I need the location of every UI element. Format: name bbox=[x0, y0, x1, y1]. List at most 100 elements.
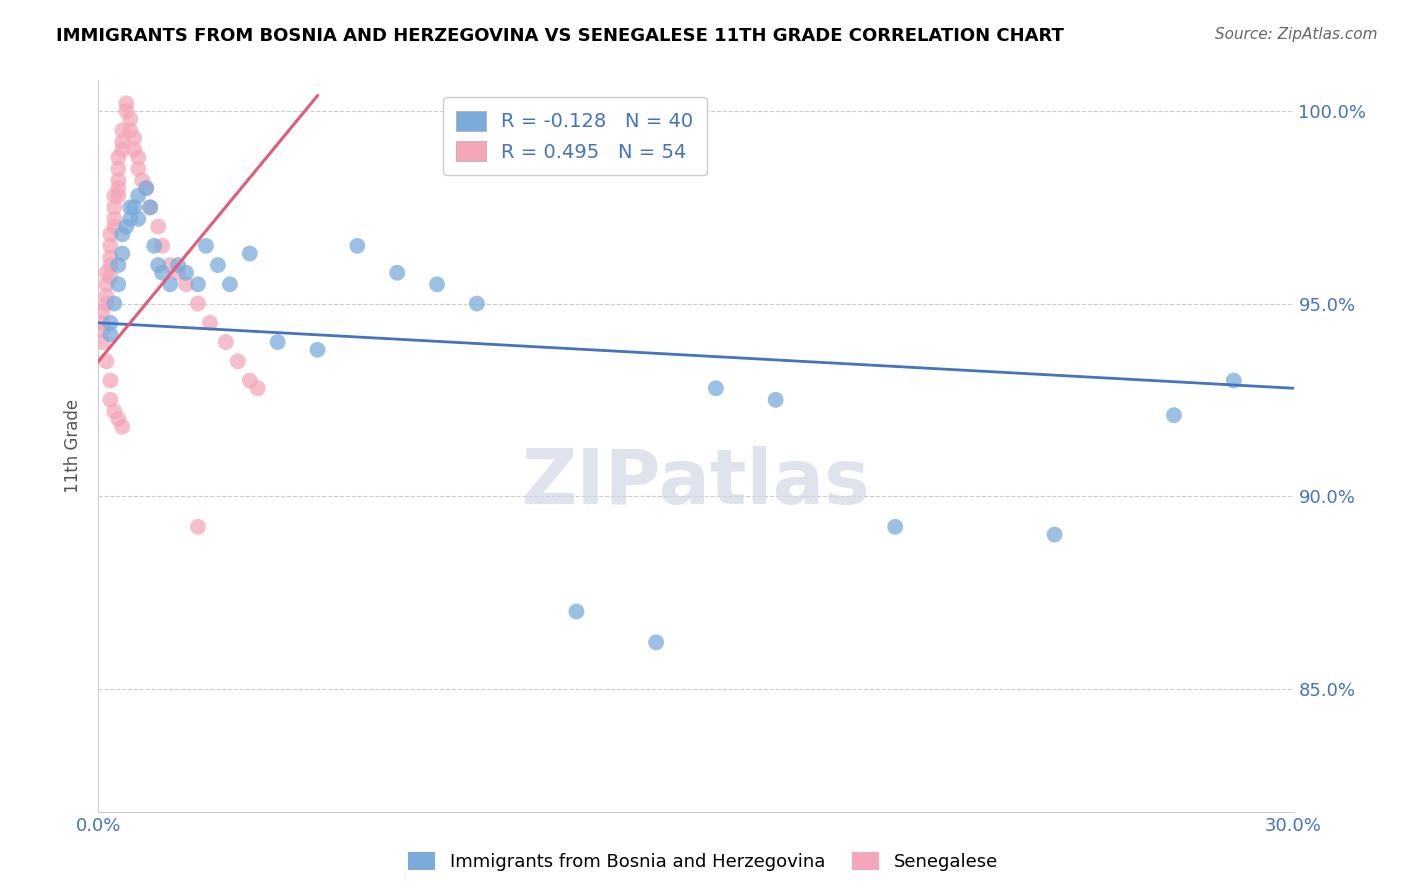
Point bbox=[98, 316, 122, 330]
Point bbox=[226, 354, 249, 368]
Point bbox=[150, 239, 173, 253]
Point bbox=[167, 258, 190, 272]
Point bbox=[98, 239, 122, 253]
Point bbox=[103, 404, 125, 418]
Point bbox=[103, 211, 125, 226]
Point bbox=[103, 200, 125, 214]
Point bbox=[96, 296, 118, 310]
Point bbox=[96, 277, 118, 292]
Point bbox=[98, 374, 122, 388]
Point bbox=[150, 266, 173, 280]
Point bbox=[174, 277, 197, 292]
Point bbox=[135, 181, 157, 195]
Point bbox=[135, 181, 157, 195]
Point bbox=[124, 200, 146, 214]
Point bbox=[765, 392, 787, 407]
Point bbox=[107, 412, 129, 426]
Point bbox=[107, 181, 129, 195]
Point bbox=[246, 381, 269, 395]
Point bbox=[120, 211, 142, 226]
Point bbox=[111, 135, 134, 149]
Point bbox=[1223, 374, 1246, 388]
Point bbox=[115, 96, 138, 111]
Point bbox=[120, 200, 142, 214]
Point bbox=[111, 123, 134, 137]
Point bbox=[115, 104, 138, 119]
Point bbox=[91, 334, 114, 349]
Point bbox=[143, 239, 166, 253]
Point bbox=[98, 392, 122, 407]
Text: IMMIGRANTS FROM BOSNIA AND HERZEGOVINA VS SENEGALESE 11TH GRADE CORRELATION CHAR: IMMIGRANTS FROM BOSNIA AND HERZEGOVINA V… bbox=[56, 27, 1064, 45]
Point bbox=[187, 296, 209, 310]
Point bbox=[103, 296, 125, 310]
Text: Source: ZipAtlas.com: Source: ZipAtlas.com bbox=[1215, 27, 1378, 42]
Point bbox=[239, 246, 262, 260]
Point bbox=[115, 219, 138, 234]
Point bbox=[565, 605, 588, 619]
Y-axis label: 11th Grade: 11th Grade bbox=[65, 399, 83, 493]
Point bbox=[120, 123, 142, 137]
Point bbox=[465, 296, 488, 310]
Point bbox=[103, 188, 125, 202]
Point bbox=[159, 277, 181, 292]
Point bbox=[98, 251, 122, 265]
Point bbox=[111, 143, 134, 157]
Point bbox=[107, 258, 129, 272]
Point bbox=[195, 239, 218, 253]
Point bbox=[120, 112, 142, 126]
Point bbox=[174, 266, 197, 280]
Point bbox=[219, 277, 242, 292]
Point bbox=[346, 239, 368, 253]
Point bbox=[148, 258, 170, 272]
Point bbox=[198, 316, 221, 330]
Point bbox=[127, 211, 149, 226]
Point bbox=[107, 277, 129, 292]
Point bbox=[127, 161, 149, 176]
Point bbox=[98, 269, 122, 284]
Point bbox=[98, 227, 122, 242]
Point bbox=[704, 381, 727, 395]
Point bbox=[91, 304, 114, 318]
Point bbox=[127, 150, 149, 164]
Point bbox=[139, 200, 162, 214]
Legend: R = -0.128   N = 40, R = 0.495   N = 54: R = -0.128 N = 40, R = 0.495 N = 54 bbox=[443, 97, 707, 176]
Text: ZIPatlas: ZIPatlas bbox=[522, 446, 870, 519]
Point bbox=[91, 324, 114, 338]
Point bbox=[107, 188, 129, 202]
Point bbox=[124, 131, 146, 145]
Point bbox=[107, 173, 129, 187]
Point bbox=[1163, 408, 1185, 422]
Point bbox=[645, 635, 668, 649]
Point bbox=[239, 374, 262, 388]
Point bbox=[267, 334, 290, 349]
Point bbox=[131, 173, 153, 187]
Point bbox=[96, 266, 118, 280]
Point bbox=[148, 219, 170, 234]
Point bbox=[127, 188, 149, 202]
Point bbox=[98, 258, 122, 272]
Point bbox=[426, 277, 449, 292]
Point bbox=[139, 200, 162, 214]
Point bbox=[111, 419, 134, 434]
Point bbox=[187, 277, 209, 292]
Legend: Immigrants from Bosnia and Herzegovina, Senegalese: Immigrants from Bosnia and Herzegovina, … bbox=[401, 845, 1005, 879]
Point bbox=[107, 161, 129, 176]
Point bbox=[884, 520, 907, 534]
Point bbox=[111, 246, 134, 260]
Point bbox=[124, 143, 146, 157]
Point bbox=[98, 327, 122, 342]
Point bbox=[103, 219, 125, 234]
Point bbox=[1043, 527, 1066, 541]
Point bbox=[207, 258, 229, 272]
Point bbox=[159, 258, 181, 272]
Point bbox=[215, 334, 238, 349]
Point bbox=[96, 289, 118, 303]
Point bbox=[111, 227, 134, 242]
Point bbox=[385, 266, 409, 280]
Point bbox=[107, 150, 129, 164]
Point bbox=[187, 520, 209, 534]
Point bbox=[96, 354, 118, 368]
Point bbox=[167, 266, 190, 280]
Point bbox=[91, 316, 114, 330]
Point bbox=[307, 343, 329, 357]
